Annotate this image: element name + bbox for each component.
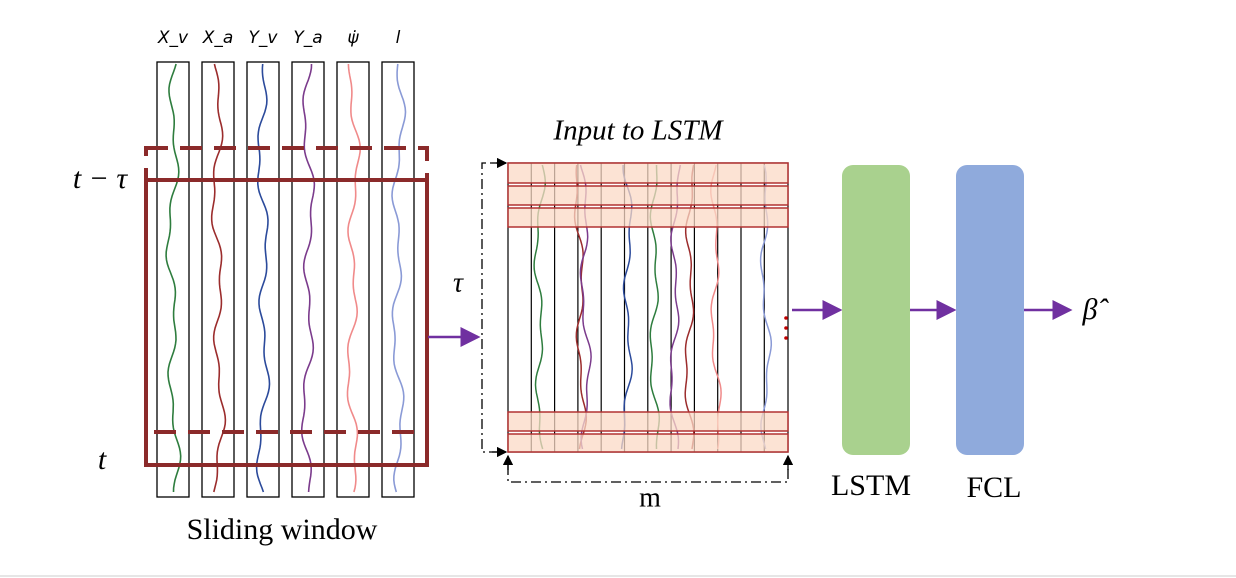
output-label: β̂ — [1082, 293, 1110, 326]
column-label: X_a — [202, 28, 234, 48]
time-step-row — [507, 433, 789, 453]
column-label: ψ̇ — [347, 28, 359, 48]
feature-signal — [300, 63, 316, 493]
feature-signal — [391, 63, 407, 493]
feature-column — [336, 61, 370, 498]
window-start-label: t − τ — [73, 162, 129, 195]
lstm-block — [842, 165, 910, 455]
fcl-block — [956, 165, 1024, 455]
time-step-row — [507, 411, 789, 432]
previous-window — [144, 146, 429, 434]
time-step-row — [507, 207, 789, 228]
feature-signal — [255, 63, 271, 493]
current-window — [144, 178, 429, 467]
feature-column — [291, 61, 325, 498]
feature-signal — [346, 63, 362, 493]
ellipsis — [784, 316, 788, 340]
feature-column — [156, 61, 190, 498]
time-step-row — [507, 185, 789, 206]
input-panel — [507, 162, 789, 453]
window-end-label: t — [98, 443, 107, 476]
sliding-window-panel — [156, 61, 415, 498]
feature-signal — [210, 63, 227, 493]
tau-bracket — [481, 162, 506, 453]
block-label: LSTM — [831, 469, 911, 502]
column-label: Y_a — [293, 28, 322, 48]
time-step-row — [507, 162, 789, 184]
feature-column — [381, 61, 415, 498]
m-bracket — [507, 465, 789, 483]
column-label: Y_v — [249, 28, 279, 48]
m-label: m — [639, 482, 661, 513]
column-label: X_v — [157, 28, 189, 48]
feature-column — [246, 61, 280, 498]
feature-column — [201, 61, 235, 498]
tau-label: τ — [453, 267, 464, 298]
input-title: Input to LSTM — [552, 115, 724, 147]
feature-signal — [165, 63, 182, 493]
column-label: l — [396, 28, 401, 48]
block-label: FCL — [966, 471, 1021, 504]
caption: Sliding window — [187, 513, 378, 546]
